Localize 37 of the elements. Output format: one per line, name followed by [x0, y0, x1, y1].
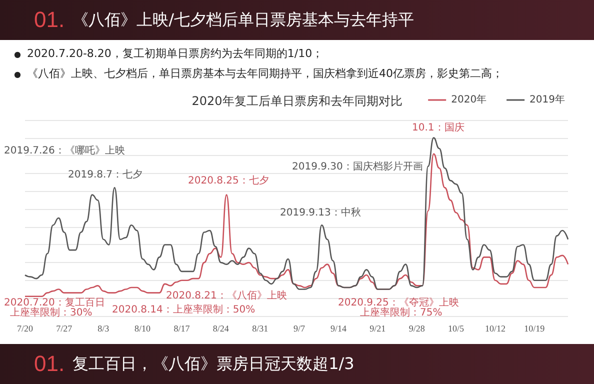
text: 《八佰》上映/七夕档后单日票房基本与去年持平: [72, 10, 414, 30]
annotation: 2019.7.26：《哪吒》上映: [4, 144, 125, 156]
x-tick-label: 9/7: [294, 324, 306, 334]
annotation: 2020.9.25：《夺冠》上映: [338, 296, 459, 308]
x-tick-label: 10/12: [484, 324, 506, 334]
text: ●: [14, 50, 21, 59]
annotation: 2020.8.21：《八佰》上映: [166, 290, 287, 302]
text: 2020.7.20-8.20，复工初期单日票房约为去年同期的1/10；: [26, 47, 324, 60]
annotation: 2019.9.30：国庆档影片开画: [292, 160, 423, 172]
x-tick-label: 8/10: [134, 324, 152, 334]
x-tick-label: 9/21: [370, 324, 386, 334]
text: 复工百日，《八佰》票房日冠天数超1/3: [72, 354, 354, 374]
legend-label: 2020年: [451, 94, 487, 106]
text: ●: [14, 70, 21, 79]
annotation: 2019.9.13：中秋: [280, 206, 361, 218]
annotation: 上座率限制：75%: [360, 306, 442, 318]
text: 《八佰》上映、七夕档后，单日票房基本与去年同期持平，国庆档拿到近40亿票房，影史第二高；: [26, 67, 503, 80]
text: 10.1：国庆: [412, 122, 464, 134]
x-tick-label: 10/19: [524, 324, 546, 334]
x-tick-label: 8/3: [98, 324, 110, 334]
x-tick-label: 10/5: [448, 324, 465, 334]
x-tick-label: 8/17: [174, 324, 190, 334]
x-tick-label: 8/31: [252, 324, 268, 334]
x-tick-label: 9/14: [330, 324, 347, 334]
legend-label: 2019年: [530, 94, 566, 106]
x-tick-label: 7/27: [56, 324, 73, 334]
x-tick-label: 8/24: [212, 324, 230, 334]
x-tick-label: 9/28: [408, 324, 426, 334]
annotation: 2020.8.14：上座率限制：50%: [112, 304, 256, 316]
annotation: 2020.8.25：七夕: [188, 174, 269, 186]
annotation: 上座率限制：30%: [10, 306, 92, 318]
annotation: 2020.7.20：复工百日: [4, 296, 105, 308]
text: 01.: [34, 351, 65, 377]
text: 01.: [34, 7, 65, 33]
x-tick-label: 7/20: [16, 324, 34, 334]
chart-title: 2020年复工后单日票房和去年同期对比: [192, 94, 402, 108]
annotation: 2019.8.7：七夕: [68, 168, 143, 180]
